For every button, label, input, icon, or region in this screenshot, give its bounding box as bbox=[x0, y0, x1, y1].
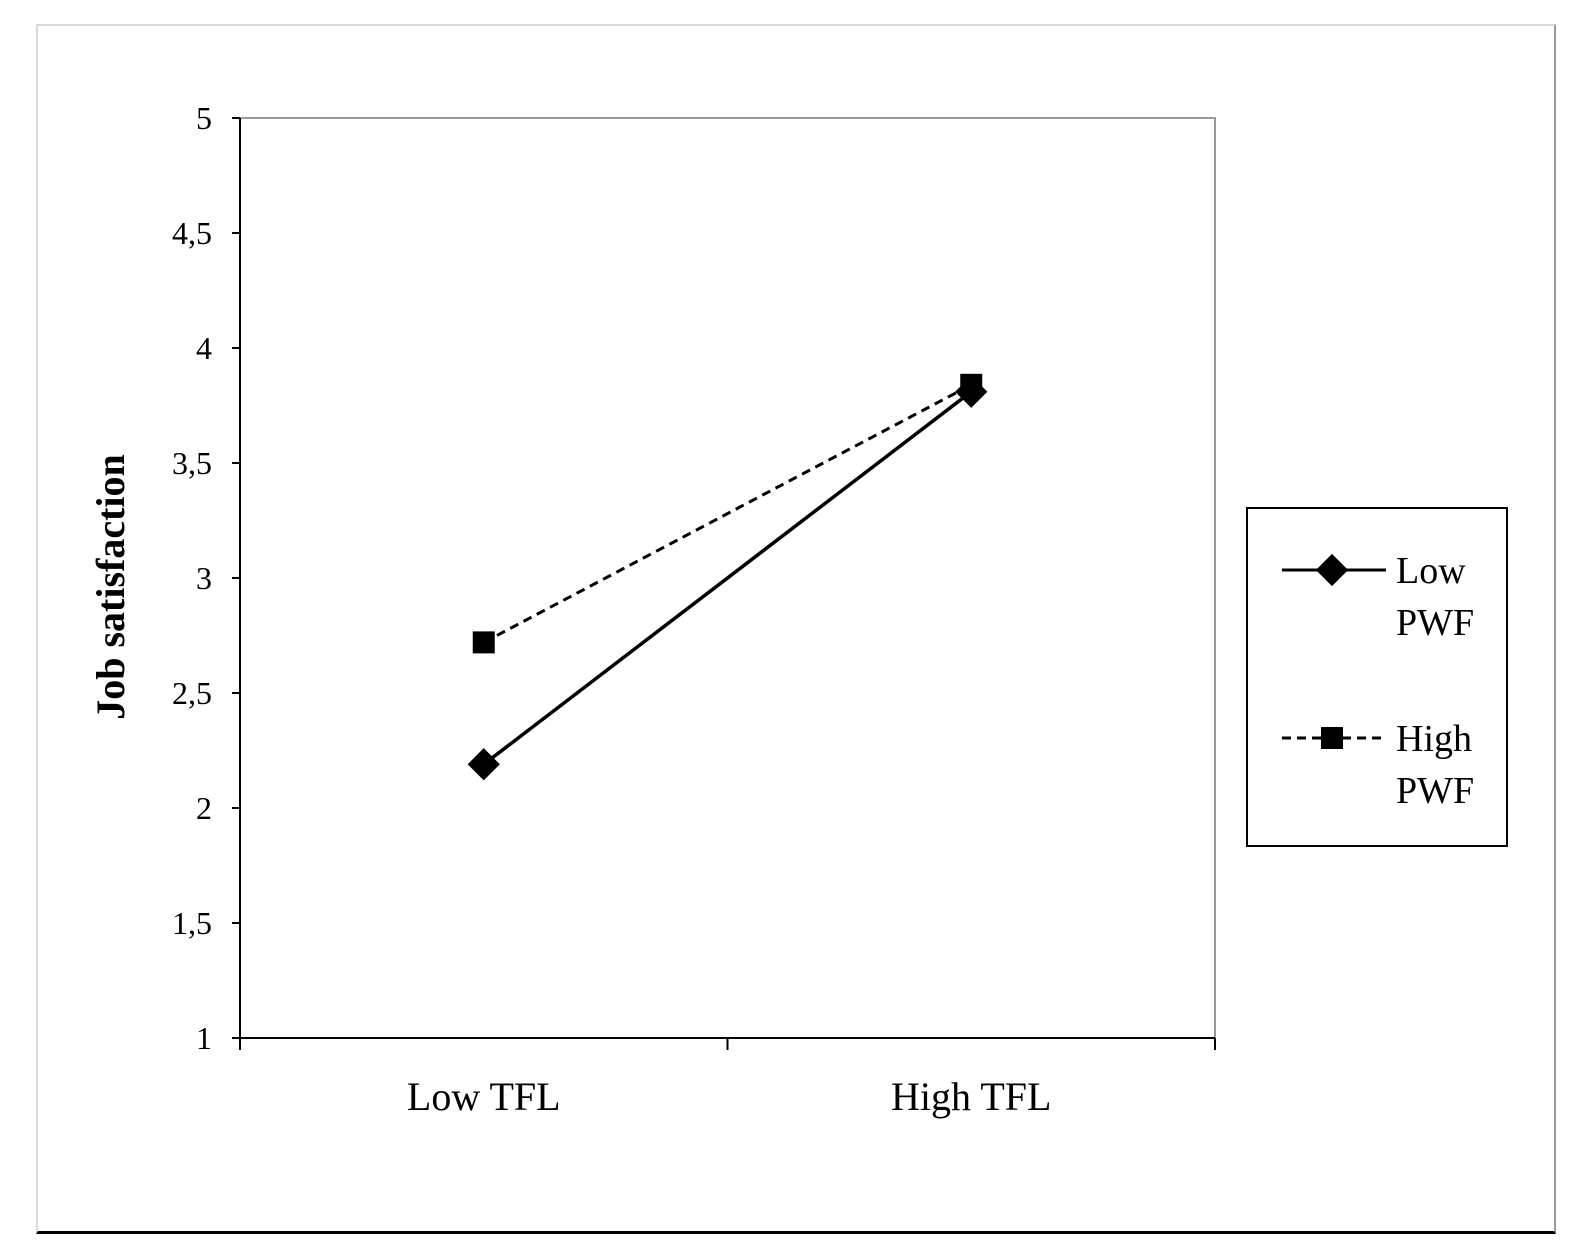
legend-marker-1 bbox=[1315, 553, 1349, 587]
y-tick-label: 5 bbox=[196, 100, 212, 136]
series-low-pwf bbox=[467, 375, 988, 781]
legend-label: High bbox=[1396, 718, 1472, 760]
data-point bbox=[467, 748, 500, 781]
plot-area bbox=[239, 117, 1216, 1039]
series-line bbox=[483, 383, 972, 644]
legend-label: PWF bbox=[1396, 770, 1474, 812]
axes: 1 1,5 2 2,5 3 3,5 4 4,5 5 Low TFL High TFL bbox=[172, 100, 1216, 1119]
legend-marker-2 bbox=[1321, 727, 1343, 749]
data-point bbox=[955, 375, 988, 408]
y-tick-label: 1 bbox=[196, 1020, 212, 1056]
y-axis-title: Job satisfaction bbox=[88, 454, 133, 720]
y-tick-label: 2,5 bbox=[172, 675, 212, 711]
y-tick-label: 2 bbox=[196, 790, 212, 826]
y-tick-label: 4,5 bbox=[172, 215, 212, 251]
y-tick-label: 1,5 bbox=[172, 905, 212, 941]
y-tick-label: 4 bbox=[196, 330, 212, 366]
series-line bbox=[482, 390, 973, 766]
legend-label: PWF bbox=[1396, 602, 1474, 644]
legend: Low PWF High PWF bbox=[1246, 507, 1508, 847]
chart-frame bbox=[36, 24, 1556, 1234]
y-tick-label: 3 bbox=[196, 560, 212, 596]
legend-box bbox=[1246, 507, 1508, 847]
x-tick-label: Low TFL bbox=[407, 1074, 561, 1119]
data-point bbox=[472, 631, 495, 654]
x-tick-label: High TFL bbox=[891, 1074, 1051, 1119]
y-tick-label: 3,5 bbox=[172, 445, 212, 481]
series-layer bbox=[467, 373, 988, 781]
legend-label: Low bbox=[1396, 550, 1466, 592]
